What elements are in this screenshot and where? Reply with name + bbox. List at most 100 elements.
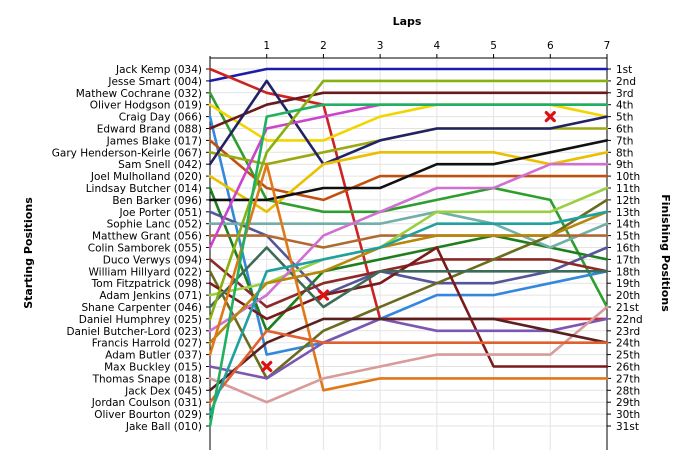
lap-tick-label: 4 [434, 40, 441, 52]
starting-position-label: Daniel Humphrey (025) [79, 314, 202, 326]
finishing-position-labels: 1st2nd3rd4th5th6th7th8th9th10th11th12th1… [616, 64, 643, 433]
finishing-position-label: 28th [616, 385, 640, 397]
cross-stroke [317, 289, 330, 301]
finishing-position-label: 9th [616, 159, 633, 171]
starting-position-label: Oliver Hodgson (019) [90, 100, 202, 112]
starting-position-label: Lindsay Butcher (014) [86, 183, 202, 195]
starting-position-label: Joel Mulholland (020) [90, 171, 202, 183]
driver-line [208, 329, 609, 404]
finishing-position-label: 14th [616, 219, 640, 231]
starting-position-label: Mathew Cochrane (032) [76, 88, 202, 100]
starting-position-label: Matthew Grant (056) [92, 231, 202, 243]
driver-line [208, 79, 609, 166]
finishing-position-label: 25th [616, 350, 640, 362]
starting-position-label: Gary Henderson-Keirle (067) [52, 147, 202, 159]
finishing-position-label: 11th [616, 183, 640, 195]
starting-position-label: Oliver Bourton (029) [94, 409, 202, 421]
finishing-position-label: 2nd [616, 76, 636, 88]
starting-position-label: Tom Fitzpatrick (098) [91, 278, 202, 290]
starting-position-label: Edward Brand (088) [97, 124, 202, 136]
driver-line [208, 246, 609, 368]
lap-tick-labels: 1 2 3 4 5 6 7 [263, 40, 610, 52]
lap-tick-label: 6 [547, 40, 554, 52]
driver-line [208, 198, 609, 380]
starting-position-label: William Hillyard (022) [89, 266, 203, 278]
finishing-position-label: 4th [616, 100, 633, 112]
lap-tick-label: 3 [377, 40, 384, 52]
lap-tick-label: 7 [604, 40, 611, 52]
driver-line [208, 210, 609, 416]
driver-line [208, 162, 609, 333]
finishing-position-label: 13th [616, 207, 640, 219]
driver-line [208, 162, 609, 392]
driver-line [208, 79, 609, 321]
starting-position-label: Daniel Butcher-Lord (023) [66, 326, 202, 338]
finishing-position-label: 8th [616, 147, 633, 159]
retired-marker-icon [317, 289, 330, 301]
finishing-position-label: 18th [616, 266, 640, 278]
starting-position-label: Jake Ball (010) [125, 421, 202, 433]
starting-position-label: Adam Butler (037) [105, 350, 202, 362]
finishing-position-label: 15th [616, 231, 640, 243]
starting-position-label: Max Buckley (015) [104, 362, 202, 374]
finishing-position-label: 20th [616, 290, 640, 302]
lap-tick-label: 1 [263, 40, 270, 52]
driver-line [208, 210, 609, 345]
driver-line [208, 103, 609, 428]
finishing-position-label: 17th [616, 254, 640, 266]
starting-position-label: Jordan Coulson (031) [91, 397, 202, 409]
finishing-position-label: 7th [616, 135, 633, 147]
starting-position-label: Thomas Snape (018) [92, 373, 202, 385]
retirement-markers [261, 110, 556, 373]
starting-position-label: Jack Dex (045) [124, 385, 202, 397]
starting-position-label: Ben Barker (096) [112, 195, 202, 207]
starting-position-label: Joe Porter (051) [119, 207, 202, 219]
finishing-position-label: 29th [616, 397, 640, 409]
x-axis-title: Laps [393, 15, 422, 28]
driver-position-lines [208, 67, 609, 428]
starting-position-label: Jack Kemp (034) [115, 64, 202, 76]
finishing-position-label: 24th [616, 338, 640, 350]
driver-line [208, 67, 609, 83]
driver-line [208, 210, 609, 249]
finishing-position-label: 3rd [616, 88, 633, 100]
finishing-position-label: 26th [616, 362, 640, 374]
finishing-position-label: 21st [616, 302, 639, 314]
starting-position-label: Sam Snell (042) [118, 159, 202, 171]
retired-marker-icon [544, 110, 556, 123]
driver-line [208, 317, 609, 392]
finishing-position-label: 1st [616, 64, 632, 76]
finishing-position-label: 16th [616, 243, 640, 255]
finishing-position-label: 5th [616, 112, 633, 124]
driver-line [208, 210, 609, 297]
finishing-position-label: 6th [616, 124, 633, 136]
cross-stroke [261, 360, 273, 373]
starting-position-label: Craig Day (066) [119, 112, 202, 124]
lap-tick-label: 5 [490, 40, 497, 52]
driver-line [208, 246, 609, 309]
finishing-position-label: 22nd [616, 314, 643, 326]
driver-line [208, 305, 609, 404]
starting-position-label: Shane Carpenter (046) [81, 302, 202, 314]
finishing-position-label: 12th [616, 195, 640, 207]
starting-position-label: Colin Samborek (055) [88, 243, 202, 255]
finishing-position-label: 19th [616, 278, 640, 290]
cross-stroke [544, 110, 556, 123]
finishing-position-label: 23rd [616, 326, 640, 338]
starting-position-label: Jesse Smart (004) [107, 76, 202, 88]
starting-position-label: James Blake (017) [106, 135, 202, 147]
retired-marker-icon [261, 360, 273, 373]
finishing-position-label: 27th [616, 373, 640, 385]
driver-line [208, 186, 609, 333]
right-axis-title: Finishing Positions [659, 194, 672, 312]
starting-position-label: Francis Harrold (027) [92, 338, 202, 350]
driver-line [208, 91, 609, 130]
finishing-position-label: 10th [616, 171, 640, 183]
left-axis-title: Starting Positions [22, 197, 35, 309]
starting-position-label: Adam Jenkins (071) [99, 290, 202, 302]
finishing-position-label: 31st [616, 421, 639, 433]
starting-position-label: Sophie Lanc (052) [107, 219, 202, 231]
driver-line [208, 317, 609, 380]
lap-tick-label: 2 [320, 40, 327, 52]
